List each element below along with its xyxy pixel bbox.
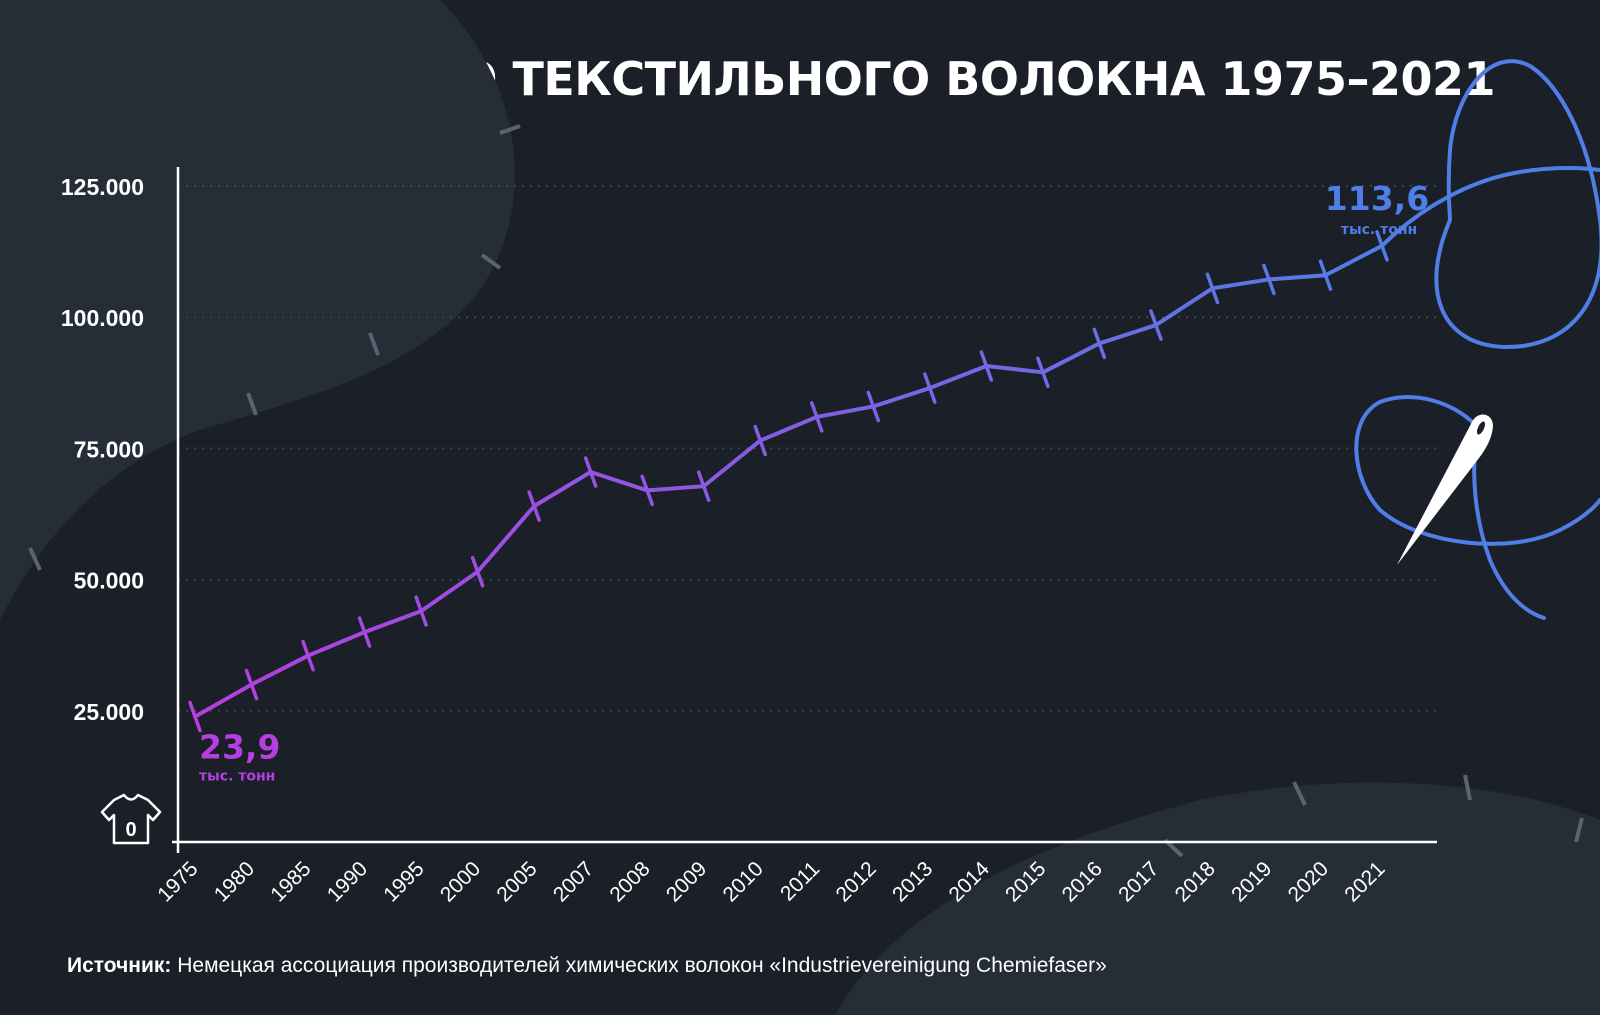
thread-loop: [1472, 430, 1546, 620]
x-tick-label: 2000: [436, 857, 485, 906]
icons: 0: [100, 59, 1600, 845]
data-point: [1318, 259, 1333, 291]
data-point: [301, 639, 315, 672]
source-label: Источник:: [67, 954, 172, 977]
x-tick-label: 2010: [718, 857, 767, 906]
annotation-value: 23,9: [199, 728, 280, 767]
tshirt-outline: [100, 793, 162, 845]
background-blob: [835, 782, 1600, 1015]
x-tick-label: 2011: [776, 857, 824, 905]
data-point: [583, 456, 598, 488]
zero-label: 0: [125, 819, 136, 841]
annotation-value: 113,6: [1325, 179, 1429, 218]
data-point: [810, 401, 824, 433]
axes: [172, 167, 1437, 853]
x-tick-label: 2007: [549, 857, 598, 906]
data-point: [188, 700, 202, 733]
source-text: Немецкая ассоциация производителей химич…: [177, 954, 1107, 977]
data-point: [470, 555, 485, 588]
y-tick-label: 25.000: [74, 699, 144, 725]
data-point: [527, 490, 541, 522]
data-point: [1036, 356, 1050, 389]
annotations: 23,9 тыс. тонн 113,6 тыс. тонн: [199, 179, 1429, 785]
stitch-mark: [28, 547, 42, 571]
y-tick-label: 75.000: [74, 436, 144, 462]
stitch-mark: [1574, 817, 1584, 843]
stitch-mark: [499, 124, 521, 135]
data-point: [640, 474, 654, 507]
thread-icon: [1354, 59, 1600, 620]
data-point: [1149, 309, 1163, 341]
x-tick-label: 2009: [662, 857, 711, 906]
annotation-unit: тыс. тонн: [1341, 222, 1417, 238]
data-point: [866, 390, 881, 423]
stitch-mark: [368, 332, 380, 356]
x-tick-label: 1995: [379, 857, 428, 906]
y-tick-labels: 125.000 100.000 75.000 50.000 25.000: [61, 174, 144, 725]
y-tick-label: 100.000: [61, 305, 144, 331]
x-tick-label: 2005: [492, 857, 541, 906]
grid-lines: [178, 185, 1437, 712]
series-line: [188, 166, 1600, 733]
needle-icon: [1397, 414, 1493, 565]
x-tick-label: 1980: [210, 857, 259, 906]
x-tick-label: 1985: [266, 857, 315, 906]
thread-line: [1380, 166, 1600, 248]
stitch-mark: [246, 392, 258, 416]
x-tick-label: 1990: [323, 857, 372, 906]
data-point: [414, 595, 428, 627]
data-point: [753, 424, 767, 457]
data-point: [244, 668, 259, 701]
tshirt-icon: 0: [100, 793, 162, 845]
needle-body: [1397, 414, 1493, 565]
background-blob: [0, 0, 515, 620]
stitch-mark: [480, 253, 502, 270]
data-point: [979, 350, 994, 382]
data-point: [696, 470, 711, 502]
stitch-mark: [1463, 774, 1472, 801]
y-tick-label: 125.000: [61, 174, 144, 200]
thread-loop: [1434, 59, 1600, 350]
data-point: [1205, 272, 1220, 305]
thread-loop: [1354, 395, 1600, 546]
data-point: [923, 372, 937, 404]
x-tick-label: 2012: [832, 857, 881, 906]
needle-eye: [1476, 421, 1486, 435]
series-line-path: [193, 243, 1384, 719]
annotation-unit: тыс. тонн: [199, 769, 275, 785]
x-tick-label: 2013: [888, 857, 937, 906]
data-point: [1092, 327, 1107, 360]
data-point: [357, 616, 372, 648]
x-tick-label: 1975: [153, 857, 202, 906]
y-tick-label: 50.000: [74, 568, 144, 594]
source-note: Источник: Немецкая ассоциация производит…: [67, 954, 1107, 978]
stitch-mark: [1292, 781, 1307, 806]
x-tick-label: 2008: [605, 857, 654, 906]
data-point: [1262, 263, 1276, 296]
